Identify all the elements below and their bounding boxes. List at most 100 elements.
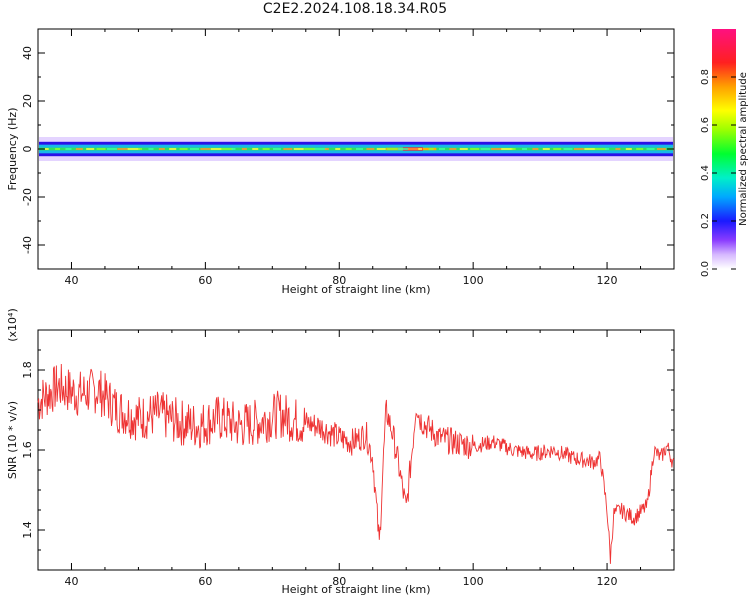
band-speckle [304, 148, 316, 150]
snr-series [37, 363, 675, 564]
band-speckle [200, 148, 211, 150]
band-speckle [106, 148, 117, 150]
band-speckle [553, 148, 562, 150]
band-speckle [356, 148, 363, 150]
band-speckle [573, 148, 584, 150]
x-tick-label: 120 [597, 274, 618, 287]
band-speckle [262, 148, 270, 150]
y-tick-label: 40 [21, 46, 34, 60]
band-speckle [283, 148, 293, 150]
spectrogram-x-ticks: 40 60 80 100 120 [37, 29, 675, 287]
band-speckle [428, 148, 434, 150]
y-tick-label: 0 [21, 146, 34, 153]
colorbar-gradient [712, 29, 736, 269]
band-speckle [335, 148, 341, 150]
page-title: C2E2.2024.108.18.34.R05 [262, 1, 448, 17]
band-speckle [272, 148, 281, 150]
band-speckle [480, 148, 491, 150]
band-speckle [511, 148, 516, 150]
band-speckle [345, 148, 352, 150]
colorbar-ticks: 0.0 0.2 0.4 0.6 0.8 [700, 69, 736, 277]
spectrogram-band [39, 137, 673, 161]
y-tick-label: 1.4 [21, 521, 34, 539]
band-speckle [75, 148, 83, 150]
band-speckle [594, 148, 607, 150]
snr-frame [37, 329, 675, 571]
snr-y-scale-label: (x10⁴) [6, 308, 19, 342]
band-speckle [324, 148, 329, 150]
x-tick-label: 100 [463, 575, 484, 588]
snr-x-ticks: 40 60 80 100 120 [37, 330, 675, 588]
band-speckle [65, 148, 72, 150]
y-tick-label: 1.8 [21, 361, 34, 379]
snr-panel: 40 60 80 100 120 1.4 1.6 1.8 Height of straigh… [6, 308, 675, 596]
band-speckle [158, 148, 165, 150]
band-speckle [397, 148, 409, 150]
band-speckle [210, 148, 222, 150]
band-speckle [96, 148, 106, 150]
band-speckle [387, 148, 398, 150]
band-speckle [148, 148, 154, 150]
band-speckle [241, 148, 247, 150]
band-speckle [366, 148, 375, 150]
band-speckle [625, 148, 632, 150]
colorbar-tick-label: 0.6 [700, 117, 711, 133]
band-speckle [407, 148, 420, 150]
band-speckle [55, 148, 61, 150]
band-speckle [501, 148, 514, 150]
x-tick-label: 80 [332, 575, 346, 588]
band-speckle [252, 148, 259, 150]
band-speckle [221, 148, 234, 150]
band-speckle [522, 148, 528, 150]
colorbar-tick-label: 0.8 [700, 69, 711, 85]
x-tick-label: 40 [64, 575, 78, 588]
spectrogram-y-ticks: -40 -20 0 20 40 [21, 28, 674, 270]
colorbar: 0.0 0.2 0.4 0.6 0.8 Normalized spectral ampl… [700, 29, 749, 277]
snr-line [37, 363, 675, 564]
y-tick-label: 20 [21, 94, 34, 108]
colorbar-tick-label: 0.0 [700, 261, 711, 277]
x-tick-label: 60 [198, 274, 212, 287]
snr-y-ticks: 1.4 1.6 1.8 [21, 329, 674, 571]
y-tick-label: 1.6 [21, 441, 34, 459]
colorbar-tick-label: 0.4 [700, 165, 711, 181]
band-speckle [563, 148, 573, 150]
band-speckle [459, 148, 468, 150]
band-speckle [636, 148, 644, 150]
band-speckle [376, 148, 386, 150]
band-speckle [418, 148, 423, 150]
spectrogram-x-label: Height of straight line (km) [281, 283, 430, 296]
band-speckle [490, 148, 502, 150]
band-speckle [179, 148, 188, 150]
colorbar-tick-label: 0.2 [700, 213, 711, 229]
snr-y-label: SNR (10 * v/v) [6, 401, 19, 479]
band-speckle [656, 148, 666, 150]
y-tick-label: -20 [21, 188, 34, 206]
spectrogram-y-label: Frequency (Hz) [6, 108, 19, 191]
band-speckle [542, 148, 550, 150]
x-tick-label: 60 [198, 575, 212, 588]
spectrogram-panel: 40 60 80 100 120 -40 -20 0 20 40 Height of strai… [6, 28, 675, 296]
x-tick-label: 120 [597, 575, 618, 588]
colorbar-label: Normalized spectral amplitude [738, 72, 749, 226]
band-speckle [127, 148, 140, 150]
band-speckle [646, 148, 655, 150]
y-tick-label: -40 [21, 236, 34, 254]
band-speckle [314, 148, 327, 150]
band-speckle [293, 148, 304, 150]
snr-x-label: Height of straight line (km) [281, 583, 430, 596]
band-speckle [584, 148, 596, 150]
band-speckle [605, 148, 610, 150]
x-tick-label: 100 [463, 274, 484, 287]
band-speckle [189, 148, 199, 150]
band-speckle [449, 148, 457, 150]
band-speckle [44, 148, 49, 150]
band-speckle [470, 148, 480, 150]
band-speckle [231, 148, 236, 150]
x-tick-label: 80 [332, 274, 346, 287]
band-speckle [117, 148, 129, 150]
band-speckle [615, 148, 621, 150]
band-speckle [138, 148, 143, 150]
band-speckle [439, 148, 446, 150]
